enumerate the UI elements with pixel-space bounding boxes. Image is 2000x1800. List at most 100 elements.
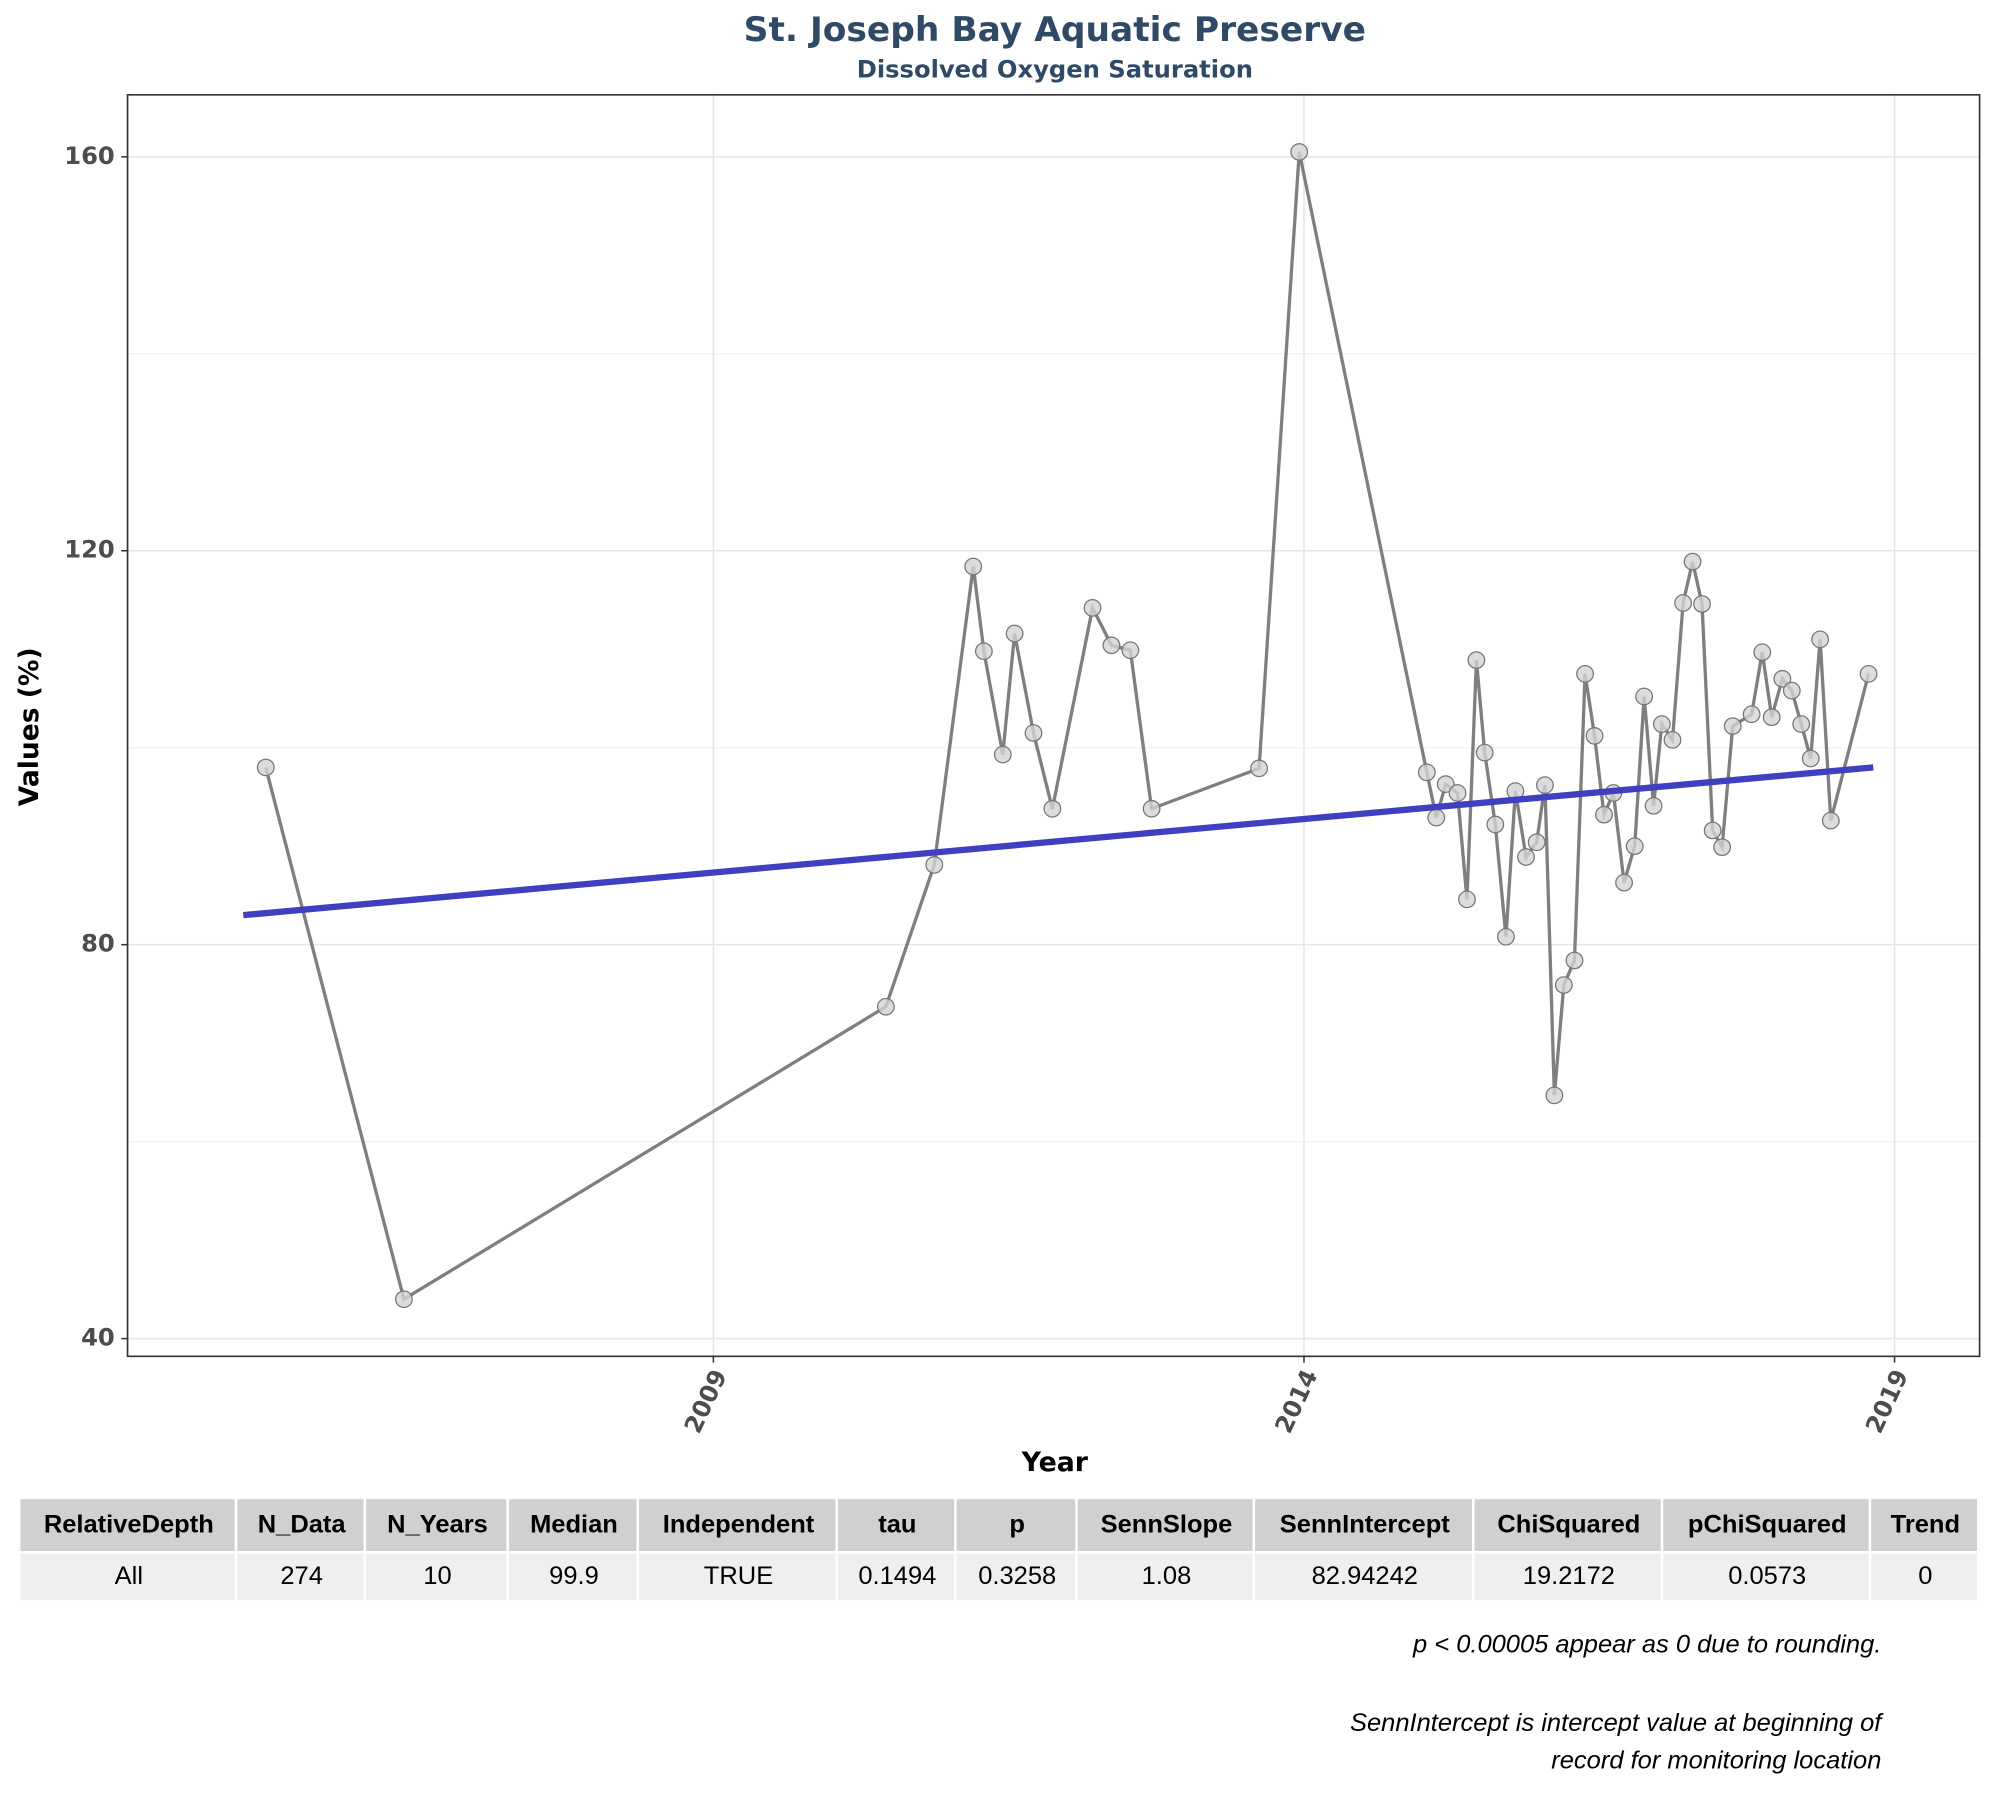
data-point — [1458, 890, 1476, 909]
table-cell — [956, 1553, 1076, 1601]
data-point — [1753, 643, 1772, 662]
table-cell — [366, 1553, 507, 1601]
data-point — [1102, 636, 1121, 655]
data-point — [1801, 749, 1820, 768]
table-value: 0.0573 — [1728, 1562, 1806, 1590]
table-header: SennIntercept — [1280, 1510, 1451, 1538]
data-point — [1142, 799, 1161, 818]
data-point — [1497, 927, 1515, 946]
table-value: 10 — [423, 1562, 451, 1590]
data-point — [1585, 727, 1604, 745]
table-cell — [237, 1553, 364, 1601]
table-header: Independent — [663, 1510, 815, 1538]
table-value: TRUE — [704, 1562, 773, 1590]
data-point — [1083, 599, 1102, 617]
table-header: SennSlope — [1101, 1510, 1233, 1538]
table-header-cell — [508, 1499, 637, 1551]
data-point — [1467, 651, 1486, 669]
table-value: 82.94242 — [1312, 1562, 1418, 1590]
y-axis-label: Values (%) — [14, 647, 45, 806]
table-header: RelativeDepth — [44, 1510, 214, 1538]
footnote: p < 0.00005 appear as 0 due to rounding. — [1412, 1631, 1881, 1659]
data-point — [1683, 552, 1702, 571]
data-point — [1250, 759, 1269, 778]
table-header: Median — [530, 1510, 618, 1538]
table-value: 1.08 — [1142, 1562, 1192, 1590]
data-point — [1024, 724, 1043, 742]
y-tick-label: 80 — [81, 930, 115, 958]
data-point — [876, 997, 895, 1016]
plot-border — [126, 93, 1981, 1358]
data-point — [1652, 715, 1671, 733]
table-value: 0.3258 — [978, 1562, 1056, 1590]
table-header-cell — [20, 1499, 235, 1551]
x-axis-label: Year — [1021, 1447, 1089, 1478]
data-point — [1427, 808, 1446, 827]
data-point — [256, 758, 275, 777]
table-header-cell — [1077, 1499, 1253, 1551]
table-cell — [508, 1553, 637, 1601]
table-value: All — [115, 1562, 143, 1590]
data-point — [964, 557, 983, 576]
table-cell — [1255, 1553, 1472, 1601]
data-point — [1693, 595, 1711, 613]
data-point — [1436, 775, 1455, 794]
data-point — [1742, 705, 1761, 724]
data-point — [925, 856, 944, 874]
y-tick-label: 120 — [64, 536, 115, 564]
data-point — [1486, 815, 1505, 834]
table-header-cell — [639, 1499, 836, 1551]
table-value: 0.1494 — [858, 1562, 936, 1590]
data-point — [1762, 708, 1781, 727]
data-point — [1821, 811, 1840, 830]
data-point — [974, 642, 993, 661]
data-point — [1121, 641, 1140, 660]
data-point — [1545, 1086, 1564, 1105]
table-cell — [1663, 1553, 1869, 1601]
data-point — [1674, 594, 1693, 612]
data-point — [1792, 715, 1811, 733]
table-value: 19.2172 — [1523, 1562, 1615, 1590]
data-point — [1703, 821, 1722, 840]
footnote: record for monitoring location — [1551, 1747, 1881, 1775]
data-point — [1782, 681, 1801, 700]
table-value: 0 — [1918, 1562, 1932, 1590]
data-point — [1475, 743, 1494, 762]
data-point — [993, 745, 1012, 764]
table-cell — [838, 1553, 955, 1601]
data-point — [395, 1290, 413, 1309]
table-header: p — [1009, 1510, 1025, 1538]
table-cell — [1474, 1553, 1661, 1601]
table-header-cell — [1871, 1499, 1978, 1551]
y-tick-label: 40 — [81, 1324, 115, 1352]
data-point — [1448, 784, 1467, 802]
data-point — [1859, 665, 1878, 683]
data-point — [1417, 763, 1436, 782]
table-header-cell — [956, 1499, 1076, 1551]
table-header-cell — [1663, 1499, 1869, 1551]
table-cell — [20, 1553, 235, 1601]
table-cell — [1871, 1553, 1978, 1601]
table-header: N_Years — [387, 1510, 488, 1538]
table-header-cell — [366, 1499, 507, 1551]
chart-subtitle: Dissolved Oxygen Saturation — [857, 56, 1253, 84]
y-tick-label: 160 — [64, 142, 115, 170]
data-point — [1615, 873, 1633, 892]
table-header: ChiSquared — [1497, 1510, 1640, 1538]
table-header: tau — [878, 1510, 916, 1538]
data-point — [1595, 805, 1613, 824]
trend-line — [243, 764, 1874, 919]
table-header: pChiSquared — [1688, 1510, 1847, 1538]
data-point — [1576, 665, 1595, 683]
table-cell — [1077, 1553, 1253, 1601]
data-point — [1635, 687, 1654, 706]
table-cell — [639, 1553, 836, 1601]
data-point — [1043, 799, 1062, 818]
data-point — [1713, 838, 1732, 857]
data-point — [1536, 776, 1554, 794]
data-point — [1005, 624, 1024, 643]
data-point — [1565, 951, 1584, 970]
table-header: Trend — [1891, 1510, 1960, 1538]
